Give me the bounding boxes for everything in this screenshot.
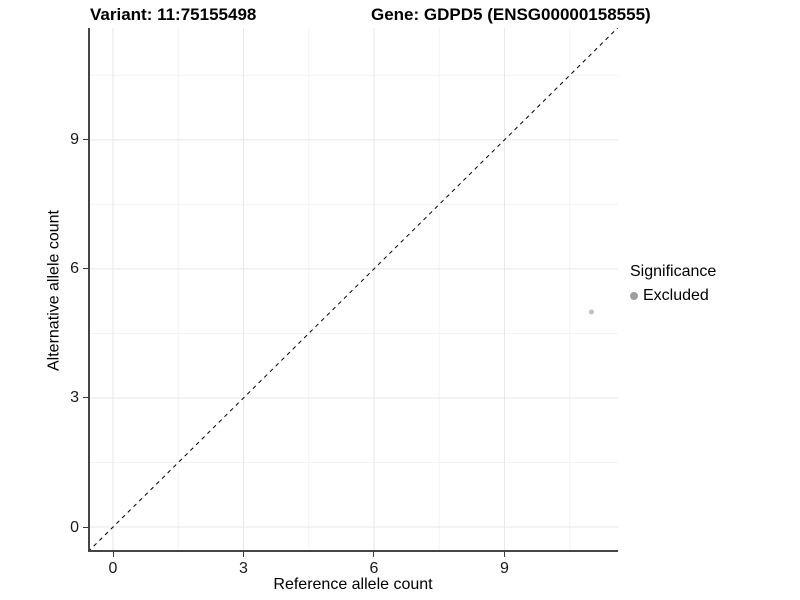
x-tick-label: 9	[500, 560, 509, 577]
y-tick-label: 0	[70, 518, 79, 536]
y-tick-label: 9	[70, 131, 79, 149]
y-tick-label: 6	[70, 260, 79, 278]
y-tick-mark	[83, 526, 88, 528]
x-tick-mark	[373, 552, 375, 557]
x-tick-label: 0	[108, 560, 118, 577]
y-tick-label: 3	[70, 389, 79, 407]
y-tick-mark	[83, 397, 88, 399]
plot-title-gene: Gene: GDPD5 (ENSG00000158555)	[371, 5, 651, 24]
legend-marker-icon	[630, 292, 638, 300]
plot-panel	[88, 28, 618, 552]
legend-item-label: Excluded	[643, 287, 709, 304]
legend-title: Significance	[630, 263, 717, 280]
data-point	[588, 309, 594, 315]
x-axis-label: Reference allele count	[273, 576, 433, 593]
x-tick-label: 6	[369, 560, 379, 577]
legend-item: Excluded	[630, 287, 716, 305]
legend-items: Excluded	[630, 287, 716, 305]
y-tick-mark	[83, 268, 88, 270]
x-tick-label: 3	[239, 560, 248, 577]
plot-title-variant: Variant: 11:75155498	[90, 5, 257, 24]
identity-reference-line	[88, 28, 618, 552]
y-axis-label: Alternative allele count	[45, 210, 63, 371]
x-tick-mark	[503, 552, 505, 557]
legend: Significance Excluded	[630, 263, 716, 305]
x-tick-mark	[112, 552, 114, 557]
y-tick-mark	[83, 139, 88, 141]
x-tick-mark	[242, 552, 244, 557]
